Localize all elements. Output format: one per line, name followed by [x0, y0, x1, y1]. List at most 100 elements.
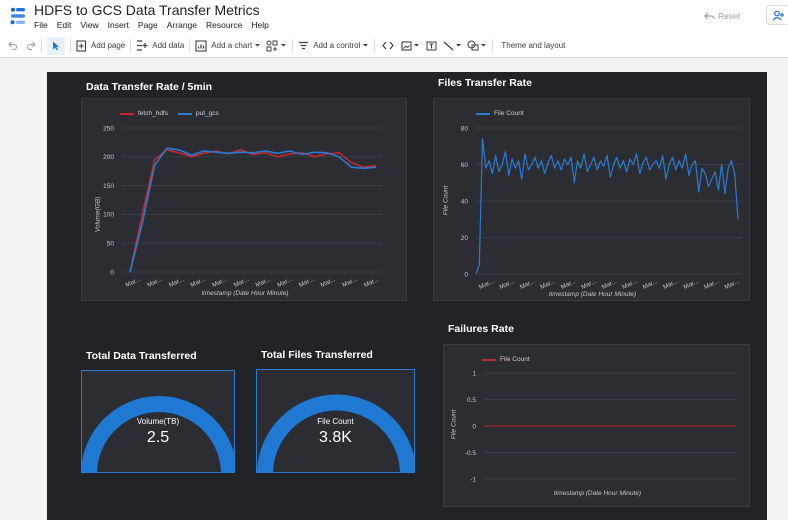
menu-arrange[interactable]: Arrange [166, 20, 198, 30]
legend-label-files: File Count [494, 110, 524, 117]
toolbar: Add page Add data Add a chart Add a cont… [0, 34, 788, 58]
x-tick-label: Mar... [298, 276, 315, 289]
toolbar-divider [70, 38, 71, 53]
shape-icon [467, 40, 479, 51]
menu-page[interactable]: Page [137, 20, 158, 30]
x-tick-label: Mar... [621, 278, 638, 291]
legend-swatch-put [178, 112, 192, 115]
total-data-gauge-arc [82, 396, 234, 472]
y-tick-label: 150 [103, 183, 114, 190]
rate-chart[interactable]: fetch_hdfs put_gcs Volume(GB) 0 50 100 150 2… [81, 98, 407, 301]
y-tick-label: 40 [461, 198, 469, 205]
legend-label-put: put_gcs [196, 110, 219, 117]
y-tick-label: 0.5 [467, 397, 476, 404]
data-studio-logo[interactable] [7, 6, 27, 26]
y-tick-label: 0 [110, 269, 114, 276]
menu-insert[interactable]: Insert [107, 20, 129, 30]
community-viz-icon [266, 40, 278, 51]
line-button[interactable] [443, 36, 462, 56]
legend-swatch-files [476, 112, 490, 115]
select-tool-button[interactable] [47, 36, 65, 55]
total-data-title: Total Data Transferred [86, 350, 197, 362]
theme-layout-button[interactable]: Theme and layout [501, 36, 565, 56]
x-tick-label: Mar... [498, 278, 515, 291]
y-tick-label: 0 [472, 423, 476, 430]
x-tick-label: Mar... [683, 278, 700, 291]
menu-edit[interactable]: Edit [56, 20, 72, 30]
menu-view[interactable]: View [80, 20, 99, 30]
rate-chart-title: Data Transfer Rate / 5min [86, 81, 213, 93]
y-tick-label: 100 [103, 212, 114, 219]
add-control-button[interactable]: Add a control [298, 36, 369, 56]
filter-icon [299, 41, 309, 50]
embed-url-button[interactable] [382, 36, 395, 56]
report-title[interactable]: HDFS to GCS Data Transfer Metrics [34, 2, 260, 18]
y-tick-label: 1 [472, 370, 476, 377]
title-bar: HDFS to GCS Data Transfer Metrics File E… [0, 0, 788, 34]
toolbar-divider [374, 38, 376, 53]
undo-button[interactable] [8, 36, 18, 56]
theme-layout-label: Theme and layout [501, 41, 566, 50]
add-page-label: Add page [91, 41, 126, 50]
reset-label: Reset [718, 11, 741, 21]
toolbar-divider [492, 38, 494, 53]
line-icon [443, 41, 454, 50]
x-tick-label: Mar... [125, 276, 142, 289]
image-icon [401, 40, 412, 51]
add-page-button[interactable]: Add page [76, 36, 125, 56]
x-tick-label: Mar... [560, 278, 577, 291]
total-files-value: 3.8K [319, 429, 352, 446]
total-data-gauge[interactable]: Volume(TB) 2.5 [81, 370, 235, 473]
toolbar-divider [189, 38, 191, 53]
text-button[interactable] [426, 36, 437, 56]
total-data-value: 2.5 [146, 429, 170, 446]
files-chart-legend: File Count [476, 110, 524, 117]
failures-chart-legend: File Count [482, 356, 530, 363]
redo-button[interactable] [26, 36, 36, 56]
chevron-down-icon [281, 44, 287, 47]
x-tick-label: Mar... [276, 276, 293, 289]
menu-file[interactable]: File [34, 20, 48, 30]
failures-chart[interactable]: File Count File Count -1 -0.5 0 0.5 1 timest… [443, 344, 750, 507]
rate-chart-xlabel: timestamp (Date Hour Minute) [201, 290, 289, 297]
files-chart-xlabel: timestamp (Date Hour Minute) [548, 291, 637, 298]
series-line-0 [475, 138, 739, 275]
legend-swatch-failures [482, 358, 496, 361]
chevron-down-icon [255, 44, 261, 47]
total-files-gauge-arc [257, 394, 414, 472]
add-data-button[interactable]: Add data [136, 36, 184, 56]
share-button[interactable] [766, 5, 788, 25]
undo-icon [8, 41, 18, 50]
add-data-label: Add data [152, 41, 185, 50]
files-chart[interactable]: File Count File Count 0 20 40 60 80 Mar... Mar… [433, 98, 750, 301]
y-tick-label: 0 [464, 271, 468, 278]
toolbar-divider [130, 38, 132, 53]
x-tick-label: Mar... [601, 278, 618, 291]
add-data-icon [137, 40, 148, 51]
menu-resource[interactable]: Resource [206, 20, 243, 30]
total-data-label: Volume(TB) [136, 417, 180, 426]
shape-button[interactable] [467, 36, 487, 56]
legend-label-failures: File Count [500, 356, 530, 363]
toolbar-divider [292, 38, 294, 53]
total-files-gauge[interactable]: File Count 3.8K [256, 369, 415, 473]
y-tick-label: 60 [461, 162, 469, 169]
rate-chart-legend: fetch_hdfs put_gcs [120, 110, 219, 117]
menu-help[interactable]: Help [251, 20, 269, 30]
image-button[interactable] [401, 36, 420, 56]
add-chart-button[interactable]: Add a chart [195, 36, 261, 56]
x-tick-label: Mar... [146, 276, 163, 289]
redo-icon [26, 41, 36, 50]
reset-button[interactable]: Reset [704, 7, 756, 25]
chevron-down-icon [363, 44, 369, 47]
x-tick-label: Mar... [233, 276, 250, 289]
x-tick-label: Mar... [662, 278, 679, 291]
add-chart-label: Add a chart [211, 41, 253, 50]
legend-label-fetch: fetch_hdfs [138, 110, 168, 117]
community-viz-button[interactable] [266, 36, 287, 56]
y-tick-label: 80 [461, 125, 469, 132]
x-tick-label: Mar... [211, 276, 228, 289]
x-tick-label: Mar... [642, 278, 659, 291]
